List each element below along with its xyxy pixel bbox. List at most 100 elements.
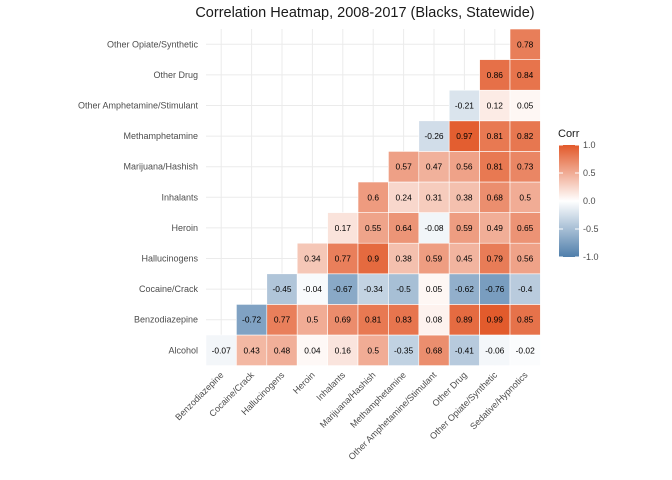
cell-value-label: 0.84	[517, 70, 534, 80]
cell-value-label: -0.35	[394, 345, 413, 355]
heatmap-cell	[448, 242, 480, 275]
heatmap-cell	[418, 181, 450, 213]
heatmap-cell	[479, 242, 511, 275]
cell-value-label: 0.24	[395, 192, 412, 202]
x-tick-label: Marijuana/Hashish	[318, 370, 378, 430]
x-axis-labels: BenzodiazepineCocaine/CrackHallucinogens…	[173, 370, 530, 462]
cell-value-label: 0.97	[456, 131, 473, 141]
y-tick-label: Hallucinogens	[141, 254, 198, 264]
cell-value-label: 0.5	[307, 315, 319, 325]
heatmap-cell	[296, 334, 328, 366]
y-tick-label: Alcohol	[168, 345, 198, 355]
legend-tick-label: -0.5	[583, 224, 599, 234]
cell-value-label: 0.56	[517, 254, 534, 264]
heatmap-cell	[509, 120, 541, 152]
cell-value-label: -0.4	[518, 284, 533, 294]
cell-value-label: -0.76	[485, 284, 504, 294]
heatmap-cell	[418, 120, 450, 152]
cell-value-label: 0.12	[487, 101, 504, 111]
cell-value-label: 0.73	[517, 162, 534, 172]
y-axis-labels: Alcohol Benzodiazepine Cocaine/Crack Halluc…	[78, 39, 199, 355]
x-tick-label: Heroin	[291, 370, 317, 396]
y-tick-label: Cocaine/Crack	[139, 284, 199, 294]
cell-value-label: 0.59	[426, 254, 443, 264]
cell-value-label: 0.78	[517, 39, 534, 49]
heatmap-cell	[357, 334, 389, 366]
heatmap-cell	[448, 334, 480, 366]
cell-value-label: 0.89	[456, 315, 473, 325]
heatmap-cell	[509, 59, 541, 91]
heatmap-cell	[479, 334, 511, 366]
chart-title: Correlation Heatmap, 2008-2017 (Blacks, …	[195, 5, 534, 21]
heatmap-cell	[509, 242, 541, 275]
heatmap-cell	[509, 89, 541, 122]
heatmap-cell	[509, 212, 541, 244]
cell-value-label: 0.79	[487, 254, 504, 264]
cell-value-label: -0.08	[424, 223, 443, 233]
cell-value-label: -0.26	[424, 131, 443, 141]
cell-value-label: 0.04	[304, 345, 321, 355]
cell-value-label: -0.72	[242, 315, 261, 325]
heatmap-cell	[296, 273, 328, 305]
heatmap-cell	[509, 28, 541, 60]
heatmap-cell	[479, 59, 511, 91]
x-tick-label: Sedative/Hypnotics	[468, 370, 530, 432]
y-tick-label: Inhalants	[161, 192, 198, 202]
cell-value-label: 0.65	[517, 223, 534, 233]
cell-value-label: -0.67	[333, 284, 352, 294]
cell-value-label: 0.16	[335, 345, 352, 355]
cell-value-label: 0.64	[395, 223, 412, 233]
heatmap-cell	[327, 212, 359, 244]
heatmap-cell	[479, 304, 511, 336]
heatmap-cell	[296, 242, 328, 275]
heatmap-cell	[357, 181, 389, 213]
y-tick-label: Other Drug	[153, 70, 198, 80]
cell-value-label: -0.5	[396, 284, 411, 294]
cell-value-label: 0.31	[426, 192, 443, 202]
heatmap-cell	[479, 181, 511, 213]
legend-tick-label: 1.0	[583, 140, 596, 150]
cell-value-label: 0.99	[487, 315, 504, 325]
heatmap-cell	[448, 212, 480, 244]
legend-tick-label: 0.0	[583, 196, 596, 206]
cell-value-label: 0.6	[367, 192, 379, 202]
heatmap-cell	[509, 181, 541, 213]
cell-value-label: 0.5	[519, 192, 531, 202]
cell-value-label: -0.34	[364, 284, 383, 294]
cell-value-label: 0.45	[456, 254, 473, 264]
cell-value-label: 0.56	[456, 162, 473, 172]
y-tick-label: Other Amphetamine/Stimulant	[78, 101, 199, 111]
cell-value-label: 0.5	[367, 345, 379, 355]
heatmap-cell	[448, 120, 480, 152]
heatmap-cell	[327, 304, 359, 336]
cell-value-label: 0.59	[456, 223, 473, 233]
cell-value-label: -0.41	[455, 345, 474, 355]
cell-value-label: 0.57	[395, 162, 412, 172]
legend-tick-label: 0.5	[583, 168, 596, 178]
cell-value-label: 0.43	[243, 345, 260, 355]
cell-value-label: -0.04	[303, 284, 322, 294]
heatmap-cell	[509, 273, 541, 305]
cell-value-label: 0.86	[487, 70, 504, 80]
heatmap-cell	[205, 334, 237, 366]
x-tick-label: Methamphetamine	[348, 370, 408, 430]
cell-value-label: -0.45	[272, 284, 291, 294]
cell-value-label: 0.81	[487, 162, 504, 172]
heatmap-cell	[388, 151, 420, 183]
cell-value-label: 0.77	[335, 254, 352, 264]
cell-value-label: 0.17	[335, 223, 352, 233]
cell-value-label: 0.05	[517, 101, 534, 111]
y-tick-label: Heroin	[171, 223, 198, 233]
cell-value-label: 0.05	[426, 284, 443, 294]
cell-value-label: 0.34	[304, 254, 321, 264]
heatmap-cell	[388, 181, 420, 213]
y-tick-label: Methamphetamine	[123, 131, 198, 141]
cell-value-label: -0.21	[455, 101, 474, 111]
legend-colorbar	[559, 145, 579, 257]
cell-value-label: -0.02	[516, 345, 535, 355]
heatmap-cell	[388, 334, 420, 366]
cell-value-label: 0.9	[367, 254, 379, 264]
cell-value-label: -0.62	[455, 284, 474, 294]
heatmap-cell	[357, 212, 389, 244]
cell-value-label: 0.81	[487, 131, 504, 141]
